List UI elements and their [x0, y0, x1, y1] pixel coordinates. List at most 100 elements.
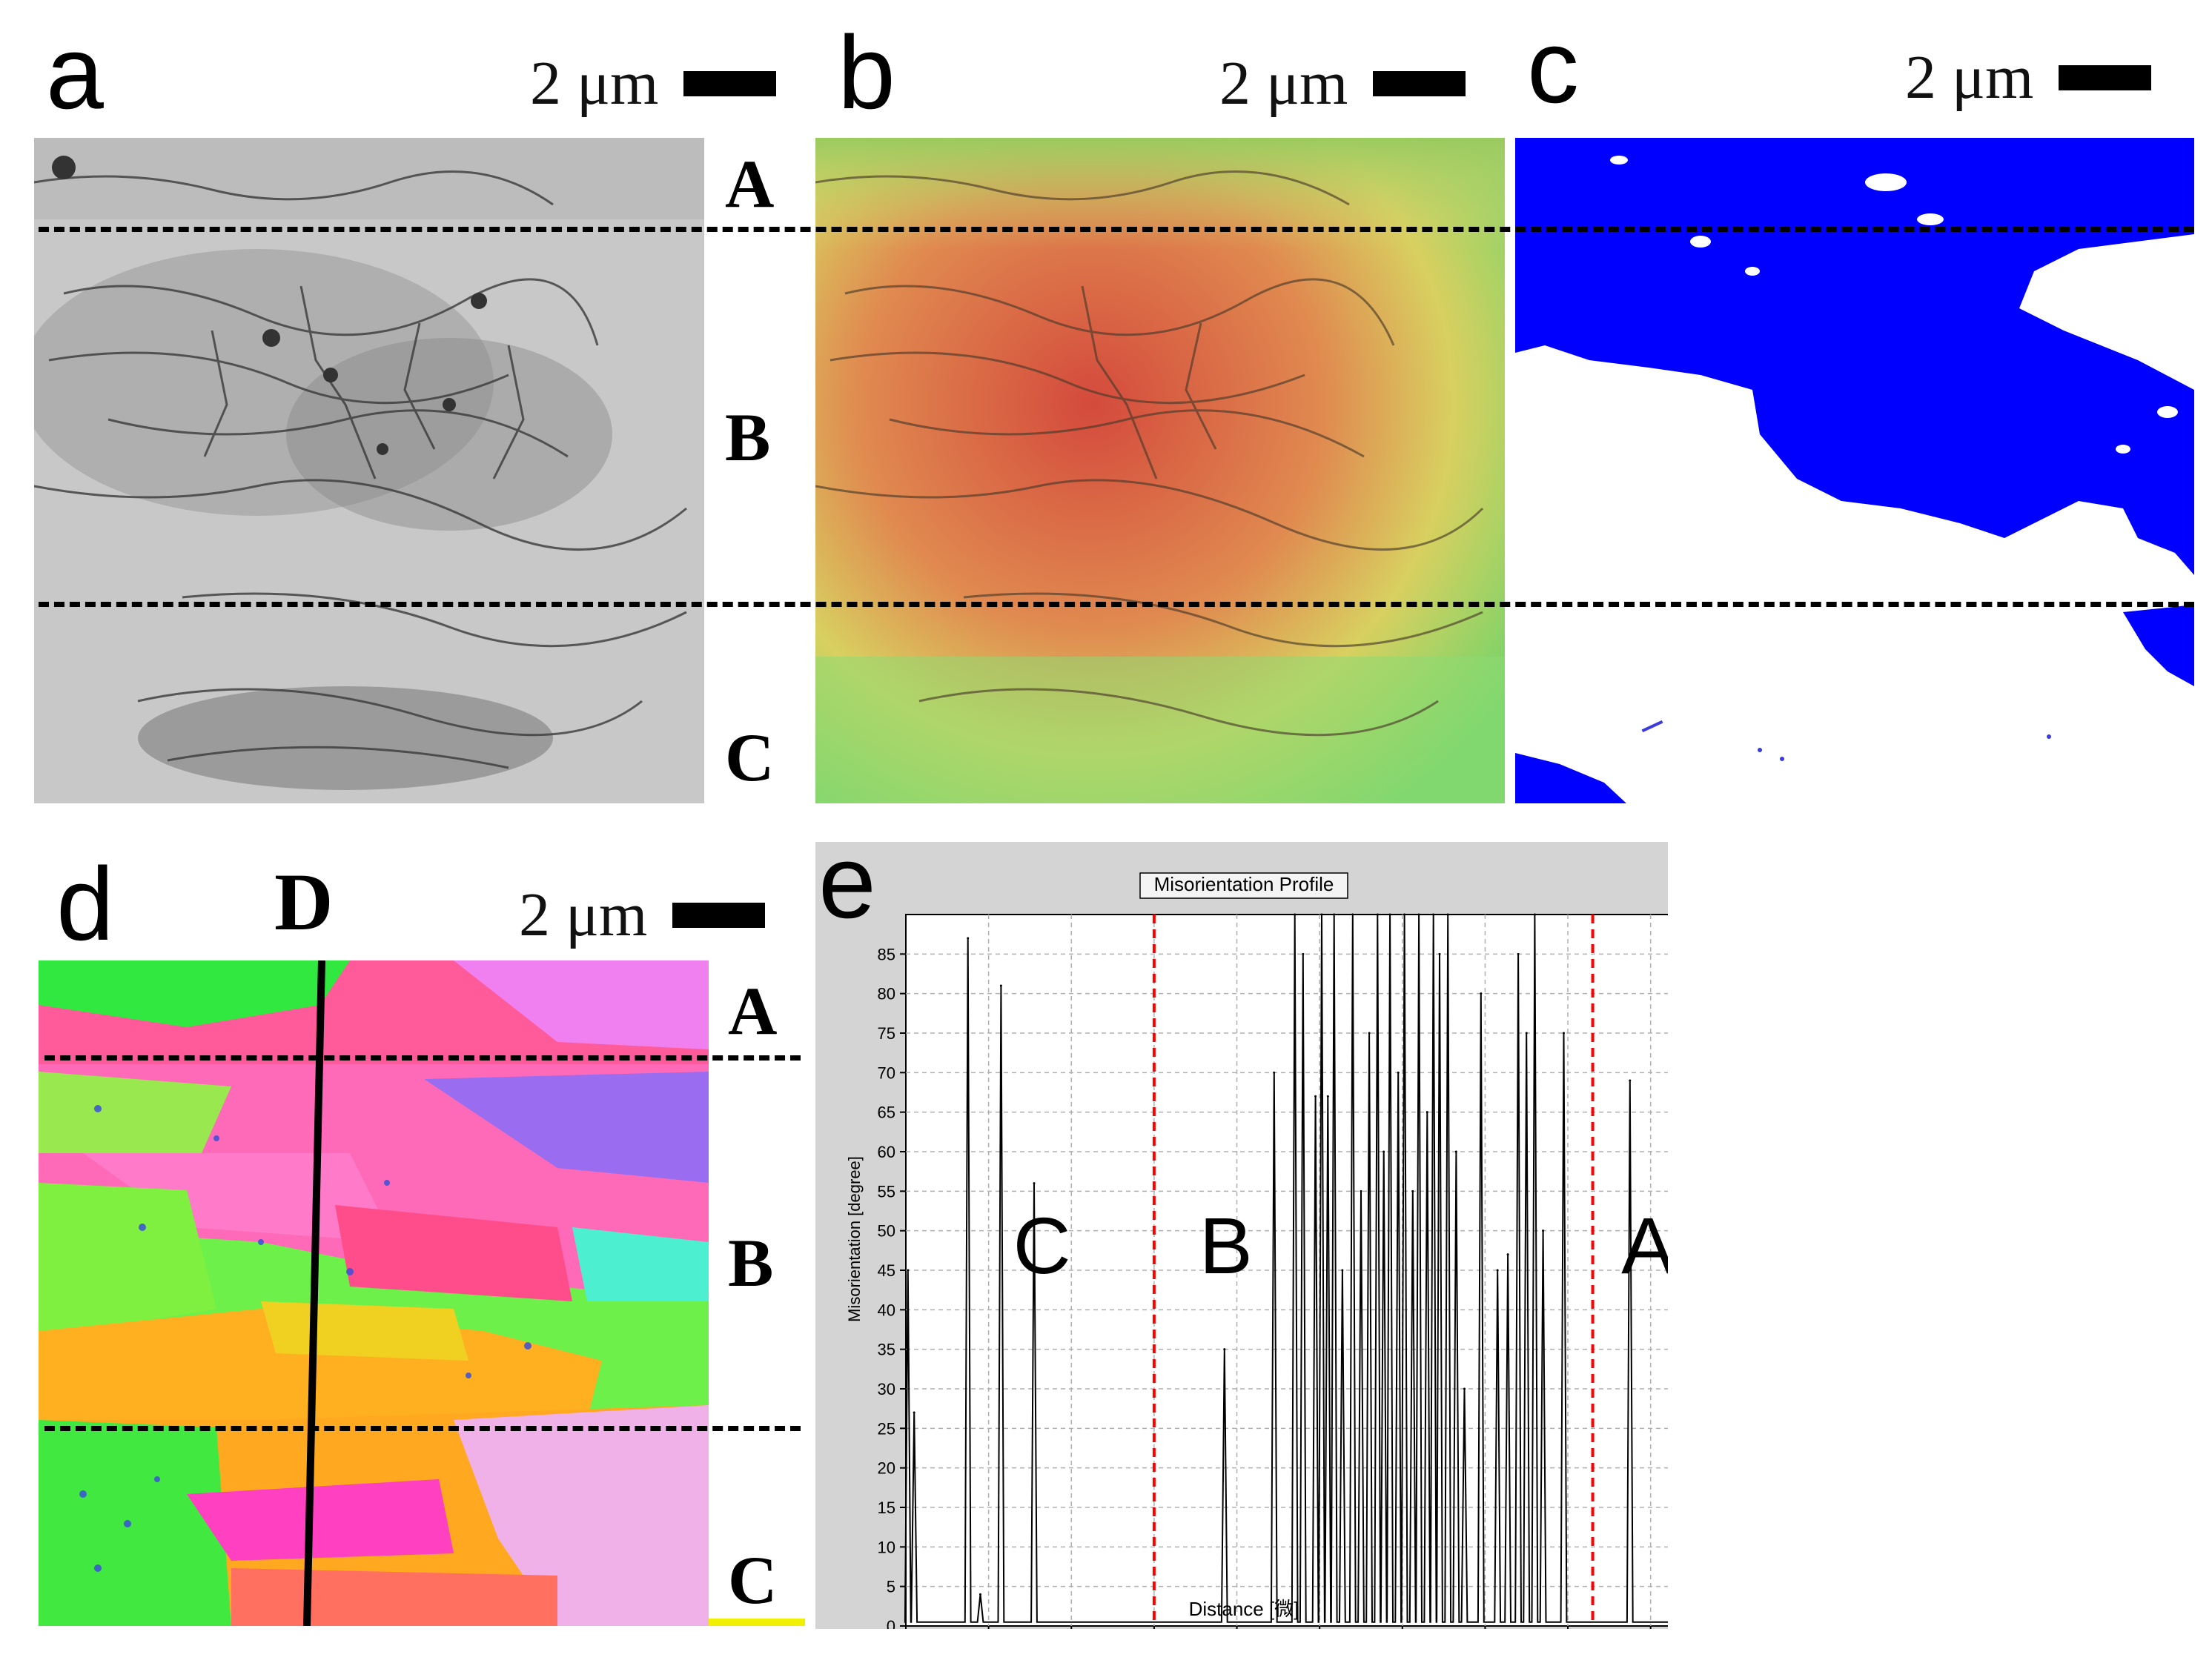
panel-c-phase-map [1515, 138, 2194, 803]
profile-peak-point [1376, 913, 1379, 916]
panel-b-letter: b [838, 14, 895, 130]
panel-c-scale-bar-line [2059, 64, 2152, 90]
profile-peak-point [1562, 1032, 1565, 1035]
y-tick-label: 85 [878, 945, 895, 963]
panel-c-scale-label: 2 μm [1905, 43, 2034, 112]
boundary-line-bottom-d [44, 1426, 801, 1431]
profile-peak-point [1506, 1253, 1509, 1256]
panel-b-kam-map [815, 138, 1505, 803]
boundary-line-top-abc [39, 227, 2194, 232]
region-label-b-chart: B [1199, 1201, 1253, 1290]
profile-peak-point [1446, 913, 1449, 916]
panel-a-scale-label: 2 μm [530, 49, 659, 118]
profile-peak-point [1294, 913, 1297, 916]
profile-peak-point [907, 1269, 910, 1272]
profile-peak-point [1223, 1348, 1226, 1351]
y-tick-label: 45 [878, 1261, 895, 1280]
profile-peak-point [1411, 1189, 1414, 1192]
panel-d-letter: d [56, 846, 114, 962]
profile-peak-point [1273, 1071, 1276, 1074]
panel-a-letter: a [46, 14, 104, 130]
y-tick-label: 60 [878, 1143, 895, 1161]
profile-peak-point [1438, 952, 1441, 955]
profile-peak-point [1542, 1229, 1545, 1232]
panel-d-line-label: D [274, 857, 334, 947]
profile-peak-point [1351, 913, 1354, 916]
profile-peak-point [913, 1411, 915, 1414]
y-tick-label: 25 [878, 1419, 895, 1438]
y-tick-label: 75 [878, 1024, 895, 1043]
profile-peak-point [978, 1593, 981, 1596]
profile-peak-point [1326, 1095, 1329, 1098]
profile-peak-point [1425, 1111, 1428, 1114]
profile-peak-point [1525, 1032, 1528, 1035]
y-tick-label: 55 [878, 1182, 895, 1201]
panel-c-scale-bar: 2 μm [1905, 42, 2152, 113]
panel-e-letter: e [818, 823, 876, 940]
profile-peak-point [1320, 913, 1323, 916]
region-label-a-d: A [728, 973, 778, 1049]
region-label-c-chart: C [1013, 1201, 1071, 1290]
x-axis-label: Distance [微] [1189, 1598, 1299, 1620]
panel-d-yellow-marker [709, 1619, 805, 1626]
profile-peak-point [1368, 1032, 1371, 1035]
y-tick-label: 20 [878, 1459, 895, 1478]
profile-peak-point [1403, 913, 1406, 916]
profile-peak-point [1397, 1071, 1400, 1074]
y-tick-label: 35 [878, 1341, 895, 1359]
profile-peak-point [1432, 913, 1435, 916]
y-tick-label: 80 [878, 985, 895, 1003]
panel-a-scale-bar-line [683, 70, 777, 96]
profile-peak-point [1480, 992, 1483, 995]
y-tick-label: 50 [878, 1222, 895, 1241]
panel-e-chart-frame: 0510152025303540455055606570758085024681… [815, 842, 1668, 1629]
profile-peak-point [1382, 1150, 1385, 1153]
profile-peak-point [1463, 1387, 1466, 1390]
y-tick-label: 10 [878, 1538, 895, 1556]
y-tick-label: 65 [878, 1104, 895, 1122]
panel-b-scale-label: 2 μm [1219, 49, 1348, 118]
profile-peak-point [999, 984, 1002, 987]
profile-peak-point [1333, 913, 1336, 916]
profile-peak-point [1341, 1269, 1344, 1272]
profile-peak-point [1388, 913, 1391, 916]
boundary-line-top-d [44, 1055, 801, 1061]
boundary-line-bottom-abc [39, 602, 2194, 607]
region-label-c-d: C [728, 1542, 778, 1618]
profile-peak-point [1629, 1079, 1632, 1082]
profile-peak-point [1533, 913, 1536, 916]
profile-peak-point [1417, 913, 1420, 916]
panel-d-scale-label: 2 μm [519, 880, 648, 949]
profile-peak-point [1314, 1095, 1317, 1098]
panel-b-scale-bar: 2 μm [1219, 47, 1466, 119]
profile-peak-point [1033, 1182, 1036, 1185]
panel-a-sem-image [34, 138, 704, 803]
region-label-b-d: B [728, 1225, 774, 1301]
y-tick-label: 40 [878, 1301, 895, 1319]
region-label-b-top: B [725, 399, 771, 475]
profile-peak-point [1517, 952, 1520, 955]
profile-peak-point [1496, 1269, 1499, 1272]
panel-d-scale-bar: 2 μm [519, 879, 766, 951]
profile-peak-point [1302, 952, 1305, 955]
region-label-c-top: C [725, 720, 775, 795]
panel-c-letter: c [1527, 8, 1579, 125]
panel-d-scale-bar-line [672, 902, 766, 928]
y-tick-label: 15 [878, 1499, 895, 1517]
panel-b-scale-bar-line [1373, 70, 1466, 96]
panel-a-scale-bar: 2 μm [530, 47, 777, 119]
panel-d-ipf-map [39, 960, 709, 1626]
profile-peak-point [967, 937, 970, 940]
chart-title-box [1139, 872, 1348, 899]
misorientation-profile-chart: 0510152025303540455055606570758085024681… [845, 872, 1668, 1629]
profile-peak-point [1454, 1150, 1457, 1153]
region-label-a-chart: A [1621, 1201, 1668, 1290]
y-tick-label: 5 [887, 1578, 895, 1596]
region-label-a-top: A [725, 146, 775, 222]
y-tick-label: 30 [878, 1380, 895, 1398]
y-axis-label: Misorientation [degree] [845, 1156, 864, 1322]
chart-title: Misorientation Profile [1154, 873, 1334, 895]
profile-peak-point [1360, 1189, 1362, 1192]
y-tick-label: 0 [887, 1617, 895, 1629]
y-tick-label: 70 [878, 1063, 895, 1082]
